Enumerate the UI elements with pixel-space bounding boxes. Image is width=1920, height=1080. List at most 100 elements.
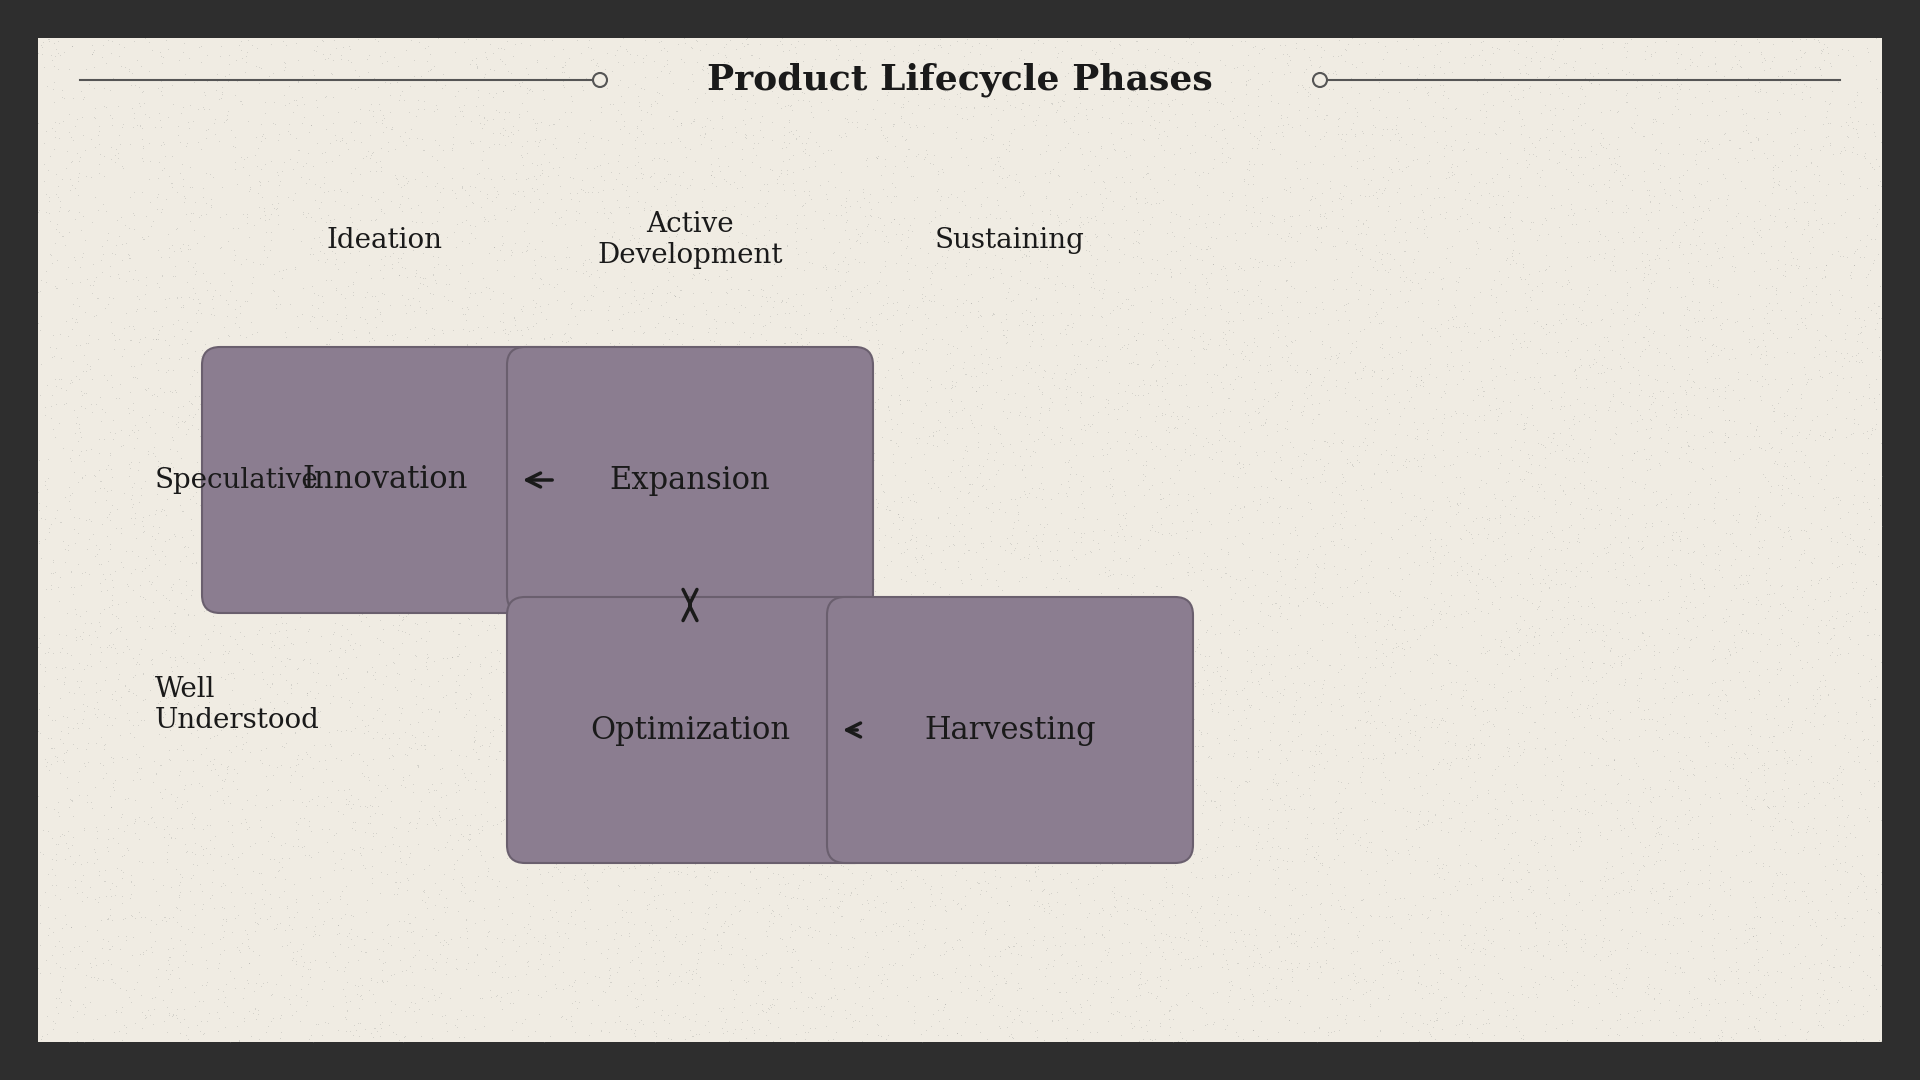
- Point: [1588, 130, 1619, 147]
- Point: [1006, 100, 1037, 118]
- Point: [1814, 568, 1845, 585]
- Point: [357, 144, 388, 161]
- Point: [488, 167, 518, 185]
- Point: [488, 313, 518, 330]
- Point: [707, 424, 737, 442]
- Point: [1131, 801, 1162, 819]
- Point: [580, 487, 611, 504]
- Point: [113, 456, 144, 473]
- Point: [883, 508, 914, 525]
- Point: [1430, 248, 1461, 266]
- Point: [622, 948, 653, 966]
- Point: [745, 727, 776, 744]
- Point: [636, 810, 666, 827]
- Point: [161, 914, 192, 931]
- Point: [184, 387, 215, 404]
- Point: [639, 319, 670, 336]
- Point: [1308, 675, 1338, 692]
- Point: [420, 174, 451, 191]
- Point: [365, 1027, 396, 1044]
- Point: [180, 363, 211, 380]
- Point: [1590, 540, 1620, 557]
- Point: [79, 705, 109, 723]
- Point: [1784, 41, 1814, 58]
- Point: [1223, 1001, 1254, 1018]
- Point: [238, 983, 269, 1000]
- Point: [1836, 612, 1866, 630]
- Point: [1822, 827, 1853, 845]
- Point: [868, 126, 899, 144]
- Point: [1043, 552, 1073, 569]
- Point: [781, 259, 812, 276]
- Point: [1135, 651, 1165, 669]
- Point: [336, 746, 367, 764]
- Point: [311, 311, 342, 328]
- Point: [484, 50, 515, 67]
- Point: [870, 150, 900, 167]
- Point: [440, 224, 470, 241]
- Point: [910, 936, 941, 954]
- Point: [324, 935, 355, 953]
- Point: [1221, 837, 1252, 854]
- Point: [1682, 156, 1713, 173]
- Point: [1275, 253, 1306, 270]
- Point: [1789, 121, 1820, 138]
- Point: [1244, 825, 1275, 842]
- Point: [1261, 801, 1292, 819]
- Point: [1859, 471, 1889, 488]
- Point: [820, 473, 851, 490]
- Point: [1613, 274, 1644, 292]
- Point: [601, 822, 632, 839]
- Point: [127, 229, 157, 246]
- Point: [351, 716, 382, 733]
- Point: [843, 707, 874, 725]
- Point: [1233, 176, 1263, 193]
- Point: [1419, 544, 1450, 562]
- Point: [728, 596, 758, 613]
- Point: [1647, 534, 1678, 551]
- Point: [708, 515, 739, 532]
- Point: [998, 120, 1029, 137]
- Point: [614, 954, 645, 971]
- Point: [1574, 744, 1605, 761]
- Point: [1331, 125, 1361, 143]
- Point: [1081, 823, 1112, 840]
- Point: [1478, 932, 1509, 949]
- Point: [1480, 760, 1511, 778]
- Point: [1701, 337, 1732, 354]
- Point: [111, 576, 142, 593]
- Point: [1246, 289, 1277, 307]
- Point: [1814, 995, 1845, 1012]
- Point: [1012, 416, 1043, 433]
- Point: [852, 739, 883, 756]
- Point: [1446, 530, 1476, 548]
- Point: [1154, 214, 1185, 231]
- Point: [246, 468, 276, 485]
- Point: [399, 976, 430, 994]
- Point: [632, 896, 662, 914]
- Point: [1179, 284, 1210, 301]
- Point: [1405, 457, 1436, 474]
- Point: [578, 689, 609, 706]
- Point: [924, 741, 954, 758]
- Point: [1210, 56, 1240, 73]
- Point: [1342, 107, 1373, 124]
- Point: [806, 366, 837, 383]
- Point: [1784, 423, 1814, 441]
- Point: [1069, 160, 1100, 177]
- Point: [762, 556, 793, 573]
- Point: [1325, 690, 1356, 707]
- Point: [1046, 701, 1077, 718]
- Point: [995, 166, 1025, 184]
- Point: [313, 643, 344, 660]
- Point: [1580, 484, 1611, 501]
- Point: [1021, 858, 1052, 875]
- Point: [353, 531, 384, 549]
- Point: [129, 380, 159, 397]
- Point: [574, 806, 605, 823]
- Point: [411, 593, 442, 610]
- Point: [205, 618, 236, 635]
- Point: [1146, 892, 1177, 909]
- Point: [459, 873, 490, 890]
- Point: [1697, 910, 1728, 928]
